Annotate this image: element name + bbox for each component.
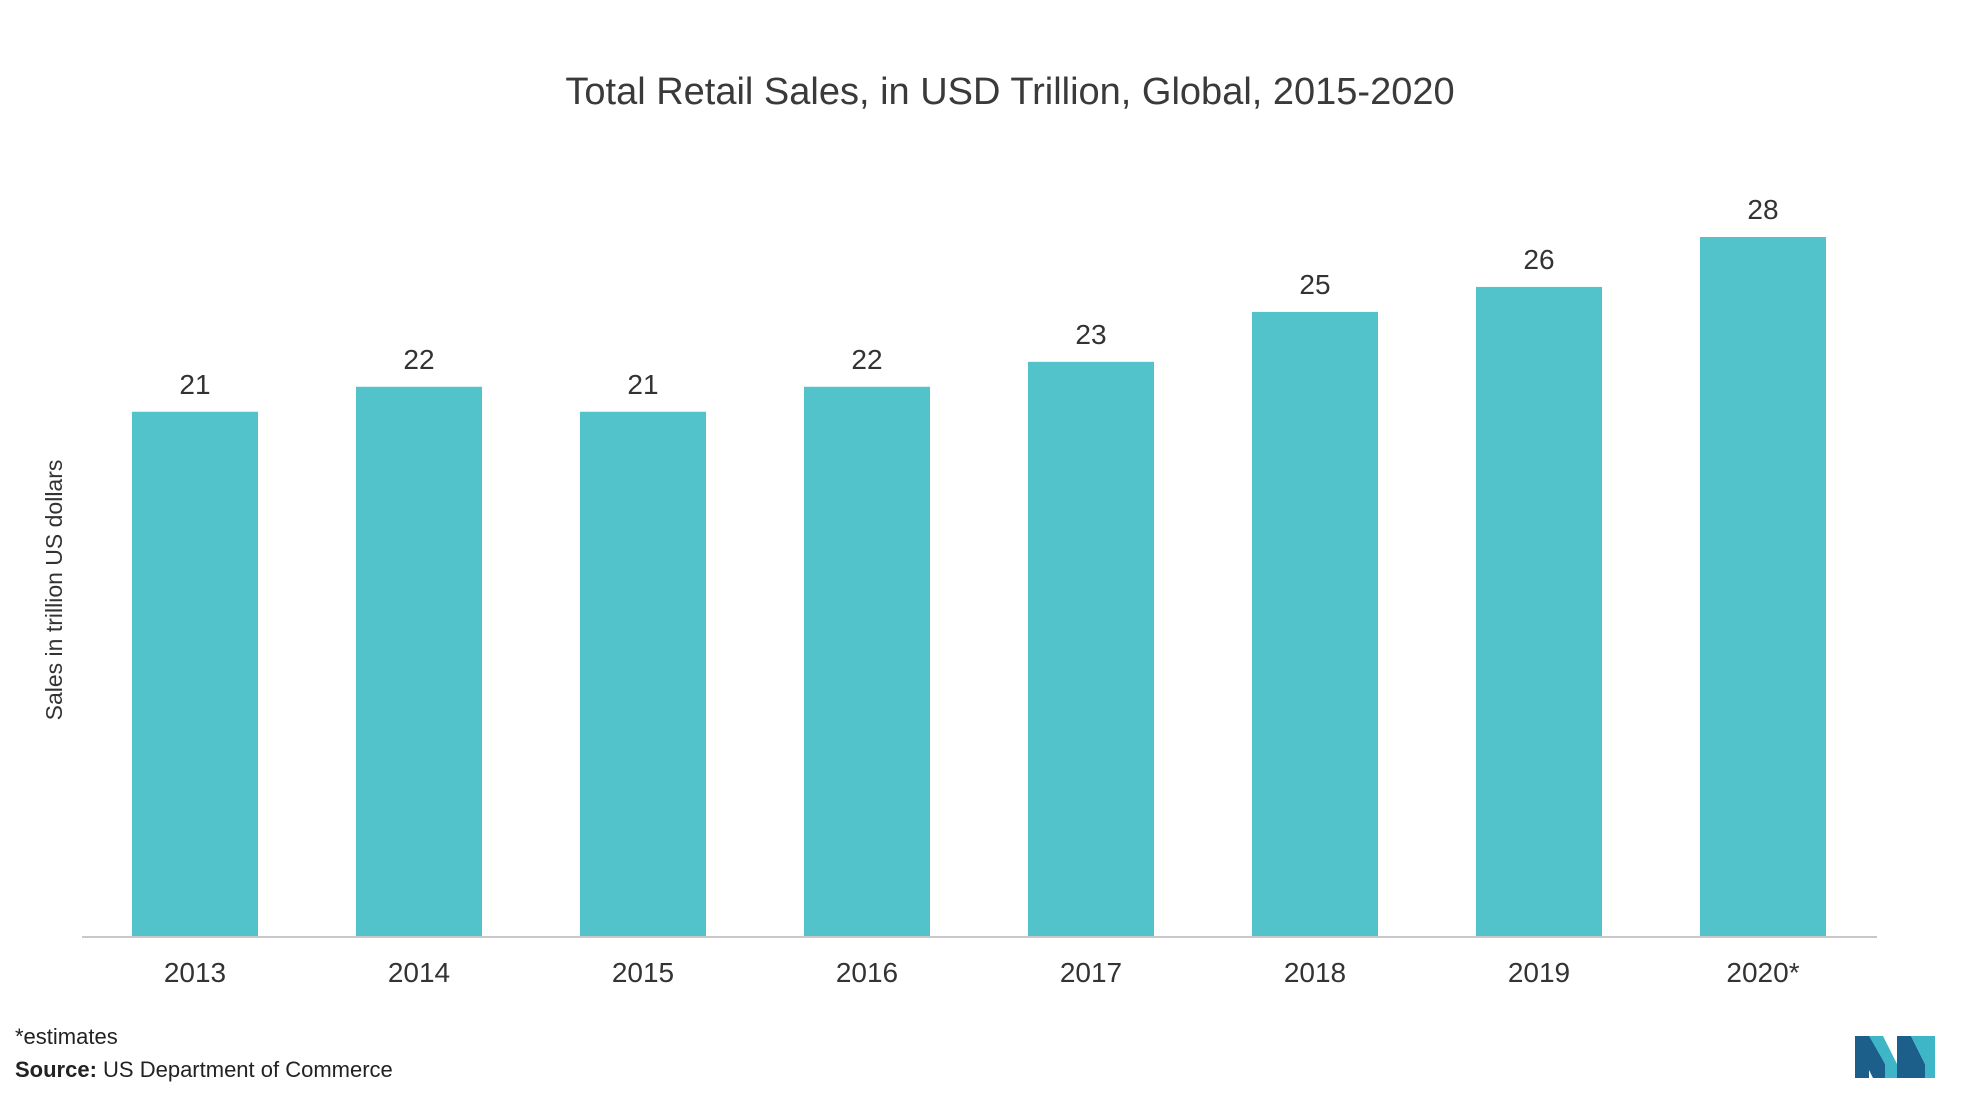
data-label-2016: 22 (851, 344, 882, 375)
bar-2013 (132, 411, 258, 936)
bar-2020 (1700, 237, 1826, 936)
data-label-2018: 25 (1299, 269, 1330, 300)
data-label-2015: 21 (627, 369, 658, 400)
source-text: US Department of Commerce (96, 1057, 393, 1082)
data-label-2014: 22 (403, 344, 434, 375)
data-label-2019: 26 (1523, 244, 1554, 275)
brand-logo-icon (1855, 1036, 1935, 1078)
y-axis-label: Sales in trillion US dollars (41, 460, 67, 721)
bar-2016 (804, 386, 930, 936)
bar-2019 (1476, 286, 1602, 936)
chart-title: Total Retail Sales, in USD Trillion, Glo… (565, 71, 1454, 113)
data-label-2020: 28 (1747, 194, 1778, 225)
source-note: Source: US Department of Commerce (15, 1057, 393, 1083)
x-tick-label-2019: 2019 (1508, 957, 1570, 988)
x-tick-label-2017: 2017 (1060, 957, 1122, 988)
data-label-2017: 23 (1075, 319, 1106, 350)
bar-2015 (580, 411, 706, 936)
bar-2017 (1028, 361, 1154, 937)
x-tick-label-2014: 2014 (388, 957, 450, 988)
x-tick-label-2013: 2013 (164, 957, 226, 988)
bar-2018 (1252, 311, 1378, 937)
x-tick-label-2015: 2015 (612, 957, 674, 988)
x-tick-label-2020: 2020* (1726, 957, 1799, 988)
data-label-2013: 21 (179, 369, 210, 400)
x-tick-label-2016: 2016 (836, 957, 898, 988)
bar-2014 (356, 386, 482, 936)
estimates-note: *estimates (15, 1024, 118, 1049)
bars: 21 2013 22 2014 21 2015 22 2016 23 2017 25 2018 26 20… (132, 194, 1826, 988)
x-tick-label-2018: 2018 (1284, 957, 1346, 988)
source-label: Source: (15, 1057, 97, 1082)
